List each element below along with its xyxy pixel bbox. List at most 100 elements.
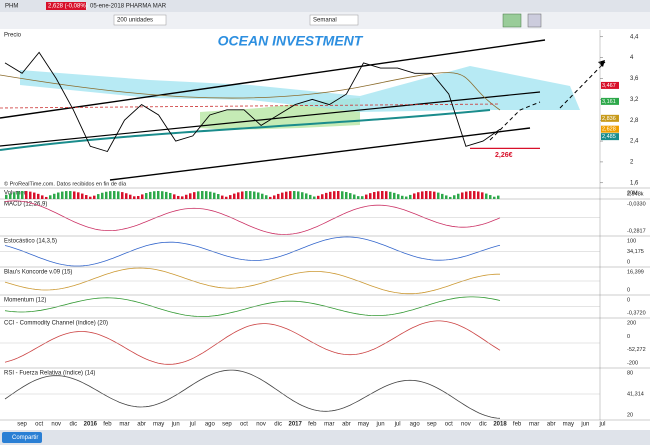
volume-bar [485,193,488,199]
price-tag [601,125,619,133]
x-tick-label: nov [256,422,266,428]
y-tick-label: 1,6 [630,180,639,186]
volume-bar [181,196,184,199]
volume-bar [109,191,112,199]
footer [0,430,650,445]
volume-bar [93,195,96,199]
x-tick-label: 2018 [493,422,507,428]
panel-label: Estocástico (14,3,5) [4,239,57,245]
x-tick-label: 2017 [289,422,303,428]
volume-bar [305,193,308,199]
panel-label: RSI - Fuerza Relativa (índice) (14) [4,371,95,377]
x-tick-label: jun [171,422,180,428]
volume-bar [461,192,464,199]
tool-icon[interactable] [502,13,522,28]
x-tick-label: sep [222,422,232,428]
volume-bar [253,191,256,199]
volume-bar [133,196,136,199]
panel-label: Volumen [4,191,27,197]
volume-bar [17,191,20,199]
volume-bar [365,194,368,199]
y-tick-label: 2,8 [630,118,639,124]
x-tick-label: sep [427,422,437,428]
price-tag [601,81,619,89]
period-dropdown[interactable] [309,14,359,26]
volume-bar [137,196,140,199]
volume-bar [217,194,220,199]
projection [489,101,541,141]
volume-bar [169,192,172,199]
volume-bar [53,193,56,199]
x-tick-label: may [563,422,574,428]
volume-bar [5,194,8,199]
volume-bar [61,191,64,199]
volume-bar [317,195,320,199]
volume-bar [313,196,316,199]
volume-bar [233,193,236,199]
volume-bar [29,191,32,199]
moving-average [0,109,491,151]
volume-bar [293,191,296,199]
volume-bar [261,193,264,199]
channel-upper [0,39,546,119]
units-dropdown[interactable] [113,14,167,26]
volume-bar [465,191,468,199]
volume-bar [369,193,372,199]
x-tick-label: 2016 [84,422,98,428]
volume-bar [193,192,196,199]
volume-bar [141,194,144,199]
axis-label: 80 [627,370,633,376]
volume-bar [121,192,124,199]
panel-label: Precio [4,33,22,39]
price-tag-label: 2,836 [602,116,616,122]
volume-bar [429,191,432,199]
volume-bar [281,192,284,199]
volume-bar [273,195,276,199]
axis-label: -0,2817 [627,228,646,234]
volume-bar [289,191,292,199]
volume-bar [409,194,412,199]
volume-bar [153,191,156,199]
volume-bar [309,194,312,199]
x-tick-label: oct [445,422,453,428]
x-tick-label: ago [205,422,216,428]
volume-bar [265,195,268,199]
x-tick-label: dic [69,422,77,428]
volume-bar [421,191,424,199]
x-tick-label: jun [580,422,589,428]
volume-bar [405,196,408,199]
share-button[interactable] [2,432,42,443]
indicator-line [4,200,501,235]
y-tick-label: 2 [630,160,634,166]
volume-bar [97,194,100,199]
volume-bar [481,192,484,199]
tool-icon[interactable] [527,13,542,28]
axis-label: -52,272 [627,347,646,353]
axis-label: 0 [627,297,630,303]
volume-bar [245,191,248,199]
volume-bar [165,191,168,199]
volume-bar [457,193,460,199]
volume-bar [33,192,36,199]
volume-bar [433,191,436,199]
x-tick-label: abr [342,422,351,428]
x-tick-label: mar [529,422,539,428]
volume-bar [125,193,128,199]
volume-bar [453,195,456,199]
volume-bar [441,193,444,199]
x-tick-label: mar [324,422,334,428]
price-tag-label: 2,485 [602,134,616,140]
x-tick-label: jul [189,422,196,428]
period: Semanal [313,18,337,24]
units: 200 unidades [117,18,153,24]
indicator-line [4,320,501,365]
axis-label: 20 [627,412,633,418]
volume-bar [393,192,396,199]
volume-bar [401,195,404,199]
x-tick-label: dic [479,422,487,428]
volume-bar [497,195,500,199]
volume-bar [113,191,116,199]
x-tick-label: may [153,422,164,428]
volume-bar [489,195,492,199]
dashed-level [0,103,501,109]
